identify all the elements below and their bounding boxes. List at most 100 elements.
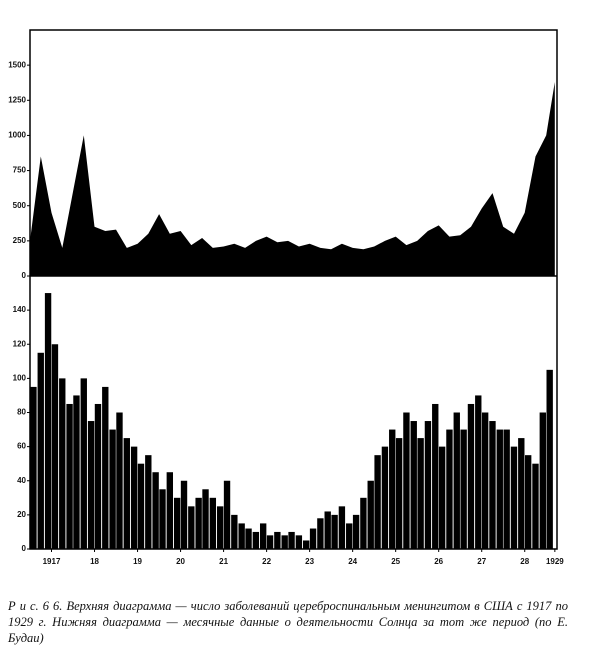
bar <box>424 421 432 549</box>
bar <box>395 438 403 549</box>
x-tick-label: 19 <box>133 557 142 566</box>
bar <box>145 455 152 549</box>
bar <box>30 386 37 549</box>
bar <box>303 540 310 549</box>
bar <box>66 403 73 549</box>
bar <box>274 531 281 549</box>
x-tick-label: 21 <box>219 557 228 566</box>
bar <box>252 531 260 549</box>
bar <box>51 344 59 549</box>
x-tick-label: 23 <box>305 557 314 566</box>
bar <box>367 480 374 549</box>
bar <box>532 463 539 549</box>
y-tick-label: 60 <box>17 442 26 451</box>
bar <box>489 421 496 549</box>
bar <box>453 412 460 549</box>
bar <box>202 489 209 549</box>
bar <box>360 497 367 549</box>
bar <box>130 446 138 549</box>
bar <box>137 463 145 549</box>
bar <box>389 429 396 549</box>
bar <box>524 455 532 549</box>
caption: Р и с. 6 6. Верхняя диаграмма — число за… <box>8 599 568 645</box>
bar <box>152 472 159 549</box>
x-tick-label: 24 <box>348 557 357 566</box>
bar <box>438 446 446 549</box>
y-tick-label: 1250 <box>8 95 26 104</box>
bar <box>73 395 80 549</box>
y-tick-label: 20 <box>17 510 26 519</box>
y-tick-label: 1000 <box>8 131 26 140</box>
bar <box>496 429 503 549</box>
bar <box>381 446 389 549</box>
bar <box>374 455 381 549</box>
bar <box>475 395 482 549</box>
bar <box>309 528 317 549</box>
y-tick-label: 80 <box>17 408 26 417</box>
bar <box>546 369 553 549</box>
bar <box>403 412 410 549</box>
bar <box>467 403 475 549</box>
bar <box>503 429 510 549</box>
bar <box>417 438 424 549</box>
bar <box>216 506 224 549</box>
y-tick-label: 0 <box>22 271 27 280</box>
area <box>30 82 555 276</box>
bar <box>245 528 252 549</box>
bar <box>259 523 267 549</box>
bar <box>460 429 467 549</box>
x-tick-label: 28 <box>520 557 529 566</box>
y-tick-label: 1500 <box>8 60 26 69</box>
bar <box>432 403 439 549</box>
bar <box>295 535 303 549</box>
bar <box>410 421 417 549</box>
y-tick-label: 250 <box>13 236 27 245</box>
bar <box>331 514 338 549</box>
bar <box>159 489 166 549</box>
chart: 0 250 500 750 1000 1250 1500 0 20 40 60 80 100 120 140… <box>8 29 564 566</box>
bar <box>338 506 346 549</box>
x-tick-label: 1917 <box>43 557 61 566</box>
y-tick-label: 750 <box>13 166 27 175</box>
bar <box>539 412 546 549</box>
y-tick-label: 40 <box>17 476 26 485</box>
bar <box>195 497 202 549</box>
bar <box>109 429 116 549</box>
bar <box>266 535 274 549</box>
y-tick-label: 0 <box>22 544 27 553</box>
x-tick-label: 26 <box>434 557 443 566</box>
bar <box>87 421 95 549</box>
y-tick-label: 120 <box>13 339 27 348</box>
bar <box>238 523 245 549</box>
x-tick-label: 22 <box>262 557 271 566</box>
bar <box>188 506 195 549</box>
bar <box>446 429 453 549</box>
bar <box>94 403 102 549</box>
y-tick-label: 140 <box>13 305 27 314</box>
bar <box>166 472 174 549</box>
bar <box>116 412 123 549</box>
y-tick-label: 500 <box>13 201 27 210</box>
bar <box>80 378 87 549</box>
x-tick-label: 18 <box>90 557 99 566</box>
bar <box>288 531 295 549</box>
x-tick-label: 27 <box>477 557 486 566</box>
bar <box>102 386 109 549</box>
bar <box>180 480 188 549</box>
bar <box>123 438 130 549</box>
bar <box>231 514 238 549</box>
bar <box>37 352 44 549</box>
bar <box>510 446 518 549</box>
bar <box>346 523 353 549</box>
y-tick-label: 100 <box>13 373 27 382</box>
bar <box>173 497 181 549</box>
bar <box>281 535 288 549</box>
bar <box>223 480 231 549</box>
bar <box>324 511 331 549</box>
bar <box>518 438 525 549</box>
x-tick-label: 20 <box>176 557 185 566</box>
x-tick-label: 25 <box>391 557 400 566</box>
bar <box>209 497 217 549</box>
x-tick-label: 1929 <box>546 557 564 566</box>
